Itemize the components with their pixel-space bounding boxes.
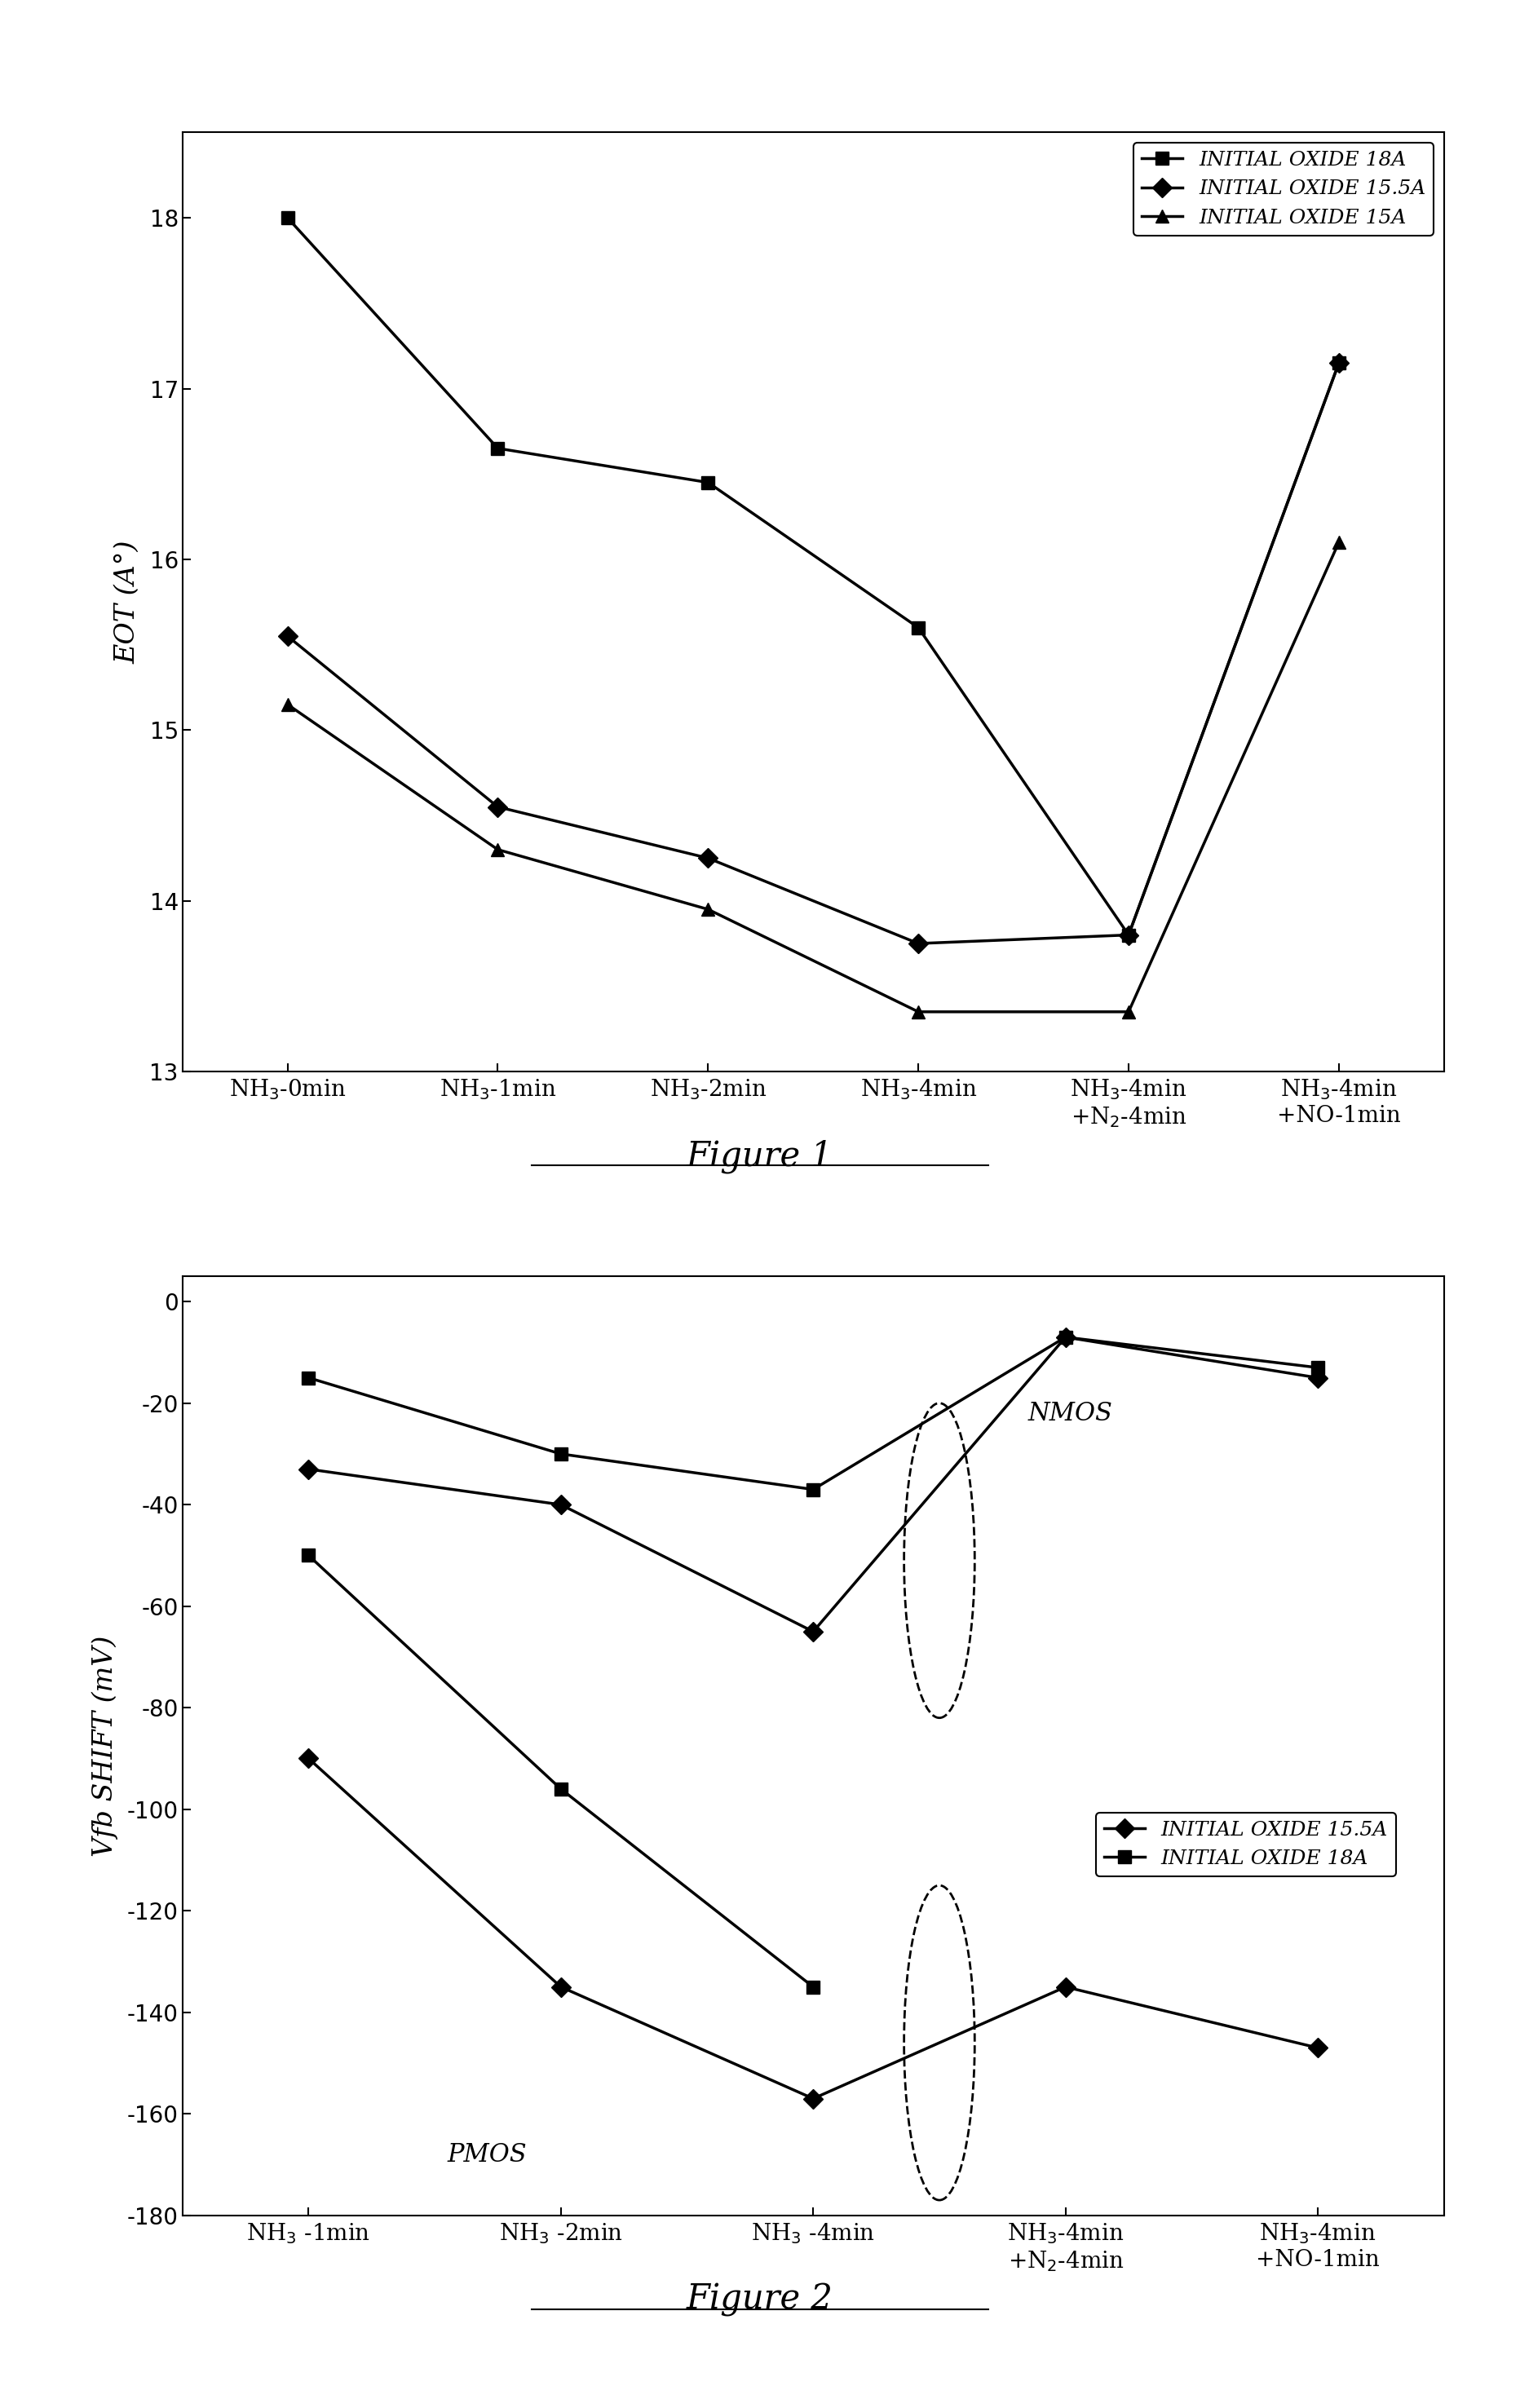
Line: INITIAL OXIDE 15A: INITIAL OXIDE 15A [281,535,1345,1019]
INITIAL OXIDE 15A [1119,997,1137,1026]
Line: INITIAL OXIDE 18A: INITIAL OXIDE 18A [281,212,1345,942]
INITIAL OXIDE 15.5A [699,843,717,872]
INITIAL OXIDE 18A [909,614,927,643]
INITIAL OXIDE 15A [909,997,927,1026]
Y-axis label: EOT (A°): EOT (A°) [114,539,140,665]
Text: PMOS: PMOS [447,2141,527,2167]
INITIAL OXIDE 18A [1119,920,1137,949]
INITIAL OXIDE 15A [488,836,506,864]
INITIAL OXIDE 15A [699,896,717,925]
INITIAL OXIDE 15A [1330,527,1348,556]
INITIAL OXIDE 18A [699,467,717,496]
Y-axis label: Vfb SHIFT (mV): Vfb SHIFT (mV) [91,1635,119,1857]
INITIAL OXIDE 15.5A [278,621,296,650]
INITIAL OXIDE 18A [488,433,506,462]
INITIAL OXIDE 18A [1056,1322,1075,1351]
Legend: INITIAL OXIDE 15.5A, INITIAL OXIDE 18A: INITIAL OXIDE 15.5A, INITIAL OXIDE 18A [1096,1813,1395,1876]
INITIAL OXIDE 15.5A [909,929,927,958]
Line: INITIAL OXIDE 15.5A: INITIAL OXIDE 15.5A [302,1329,1324,1637]
INITIAL OXIDE 15.5A [1056,1322,1075,1351]
Text: Figure 2: Figure 2 [687,2283,833,2316]
INITIAL OXIDE 18A [1330,349,1348,378]
Line: INITIAL OXIDE 15.5A: INITIAL OXIDE 15.5A [281,356,1345,951]
Text: NMOS: NMOS [1028,1401,1113,1426]
INITIAL OXIDE 15.5A [1309,1363,1327,1392]
Text: Figure 1: Figure 1 [687,1139,833,1173]
INITIAL OXIDE 15.5A [488,792,506,821]
INITIAL OXIDE 18A [1309,1353,1327,1382]
INITIAL OXIDE 15.5A [804,1618,822,1647]
INITIAL OXIDE 18A [278,202,296,231]
INITIAL OXIDE 15.5A [299,1454,318,1483]
INITIAL OXIDE 15.5A [552,1491,570,1519]
INITIAL OXIDE 15.5A [1119,920,1137,949]
INITIAL OXIDE 15.5A [1330,349,1348,378]
INITIAL OXIDE 15A [278,691,296,720]
INITIAL OXIDE 18A [552,1440,570,1469]
INITIAL OXIDE 18A [299,1363,318,1392]
INITIAL OXIDE 18A [804,1476,822,1505]
Legend: INITIAL OXIDE 18A, INITIAL OXIDE 15.5A, INITIAL OXIDE 15A: INITIAL OXIDE 18A, INITIAL OXIDE 15.5A, … [1134,142,1433,236]
Line: INITIAL OXIDE 18A: INITIAL OXIDE 18A [302,1329,1324,1495]
